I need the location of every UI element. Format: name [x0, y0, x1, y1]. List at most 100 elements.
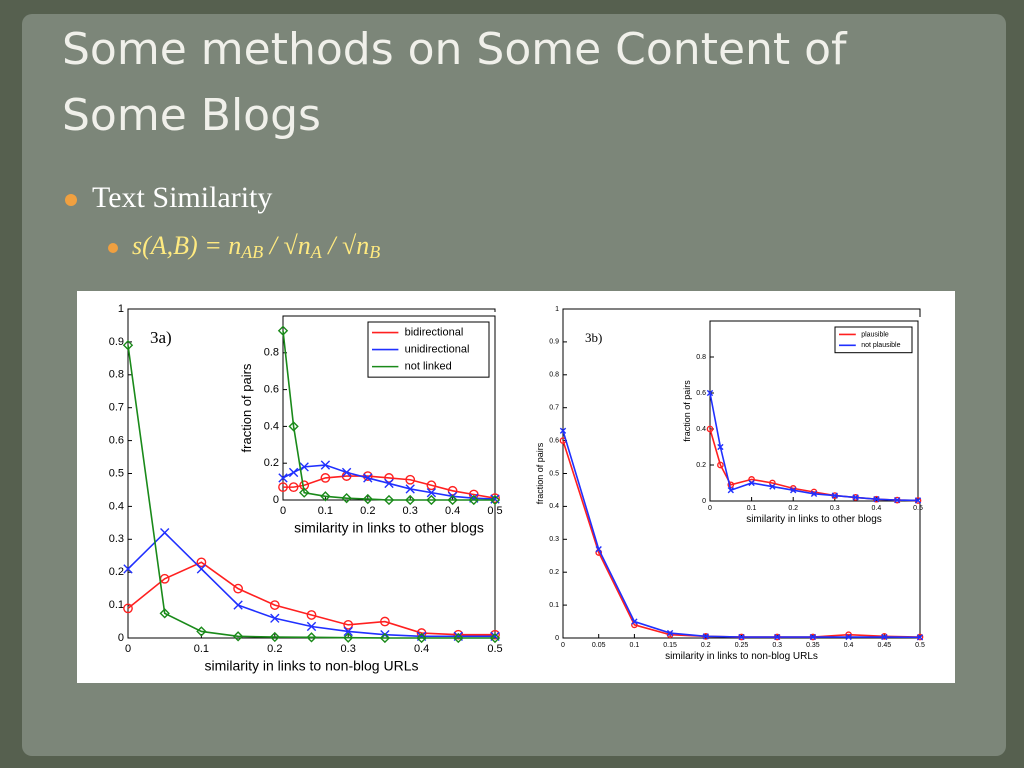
y-tick-label: 0.3 — [549, 536, 559, 543]
marker — [341, 492, 352, 504]
x-axis-label: similarity in links to non-blog URLs — [665, 651, 818, 662]
marker — [845, 633, 852, 641]
x-tick-label: 0.5 — [915, 642, 925, 649]
marker — [277, 325, 289, 336]
x-tick-label: 0.5 — [913, 505, 923, 512]
annotation: 3b) — [585, 330, 602, 345]
x-tick-label: 0.4 — [872, 505, 882, 512]
marker — [288, 467, 299, 478]
marker — [790, 487, 797, 494]
series-line — [127, 345, 495, 639]
marker — [447, 494, 458, 506]
y-tick-label: 0.6 — [549, 437, 559, 444]
marker — [379, 632, 391, 644]
marker — [269, 600, 280, 610]
title-line2: Some Blogs — [62, 90, 321, 141]
bullet — [108, 243, 118, 253]
x-axis-label: similarity in links to non-blog URLs — [205, 657, 419, 673]
marker — [666, 629, 674, 637]
marker — [306, 621, 317, 632]
x-tick-label: 0.25 — [735, 642, 749, 649]
marker — [288, 482, 299, 493]
marker — [706, 389, 714, 397]
x-tick-label: 0.5 — [487, 643, 502, 655]
marker — [873, 496, 880, 503]
y-tick-label: 0.2 — [264, 457, 279, 469]
y-tick-label: 0.5 — [549, 470, 559, 477]
x-tick-label: 0.1 — [747, 505, 757, 512]
y-tick-label: 1 — [555, 306, 559, 313]
marker — [363, 473, 373, 483]
x-tick-label: 0 — [125, 643, 131, 655]
marker — [831, 492, 838, 499]
marker — [269, 631, 280, 643]
marker — [490, 629, 500, 640]
x-axis-label: similarity in links to other blogs — [746, 514, 882, 525]
marker — [341, 467, 352, 478]
marker — [232, 631, 244, 642]
marker — [453, 632, 464, 644]
axes-frame — [709, 320, 919, 502]
y-tick-label: 0.1 — [549, 602, 559, 609]
marker — [426, 480, 437, 491]
formula-part: / √n — [263, 231, 311, 260]
x-tick-label: 0.2 — [701, 642, 711, 649]
y-tick-label: 0 — [555, 635, 559, 642]
marker — [320, 491, 331, 502]
marker — [299, 487, 310, 498]
marker — [306, 610, 317, 620]
marker — [405, 484, 415, 494]
x-tick-label: 0.2 — [360, 505, 375, 517]
marker — [717, 443, 724, 451]
y-tick-label: 0.9 — [549, 339, 559, 346]
x-tick-label: 0.35 — [806, 642, 820, 649]
series-line — [709, 392, 919, 502]
x-tick-label: 0.05 — [592, 642, 606, 649]
marker — [122, 340, 134, 351]
x-tick-label: 0.15 — [663, 642, 677, 649]
x-tick-label: 0.3 — [341, 643, 356, 655]
marker — [453, 629, 464, 640]
marker — [559, 427, 567, 434]
x-tick-label: 0 — [708, 505, 712, 512]
marker — [384, 473, 394, 483]
legend-label: bidirectional — [405, 326, 464, 338]
marker — [383, 494, 395, 506]
formula-part: / √n — [322, 231, 370, 260]
marker — [489, 494, 501, 506]
x-tick-label: 0.1 — [318, 505, 333, 517]
formula: s(A,B) = nAB / √nA / √nB — [132, 231, 380, 262]
marker — [916, 634, 924, 641]
x-tick-label: 0.45 — [877, 642, 891, 649]
x-tick-label: 0.1 — [194, 643, 209, 655]
title: Some methods on Some Content of — [62, 24, 848, 75]
y-tick-label: 0.4 — [109, 500, 124, 512]
series-line — [127, 561, 495, 636]
chart: 0 0.2 0.4 0.6 0.8 0 0.1 0.2 0.3 0.4 0.5similarity … — [239, 312, 503, 535]
marker — [299, 462, 309, 472]
x-tick-label: 0.3 — [772, 642, 782, 649]
legend-label: not plausible — [861, 342, 900, 349]
x-tick-label: 0.1 — [630, 642, 640, 649]
marker — [702, 633, 709, 640]
marker — [774, 633, 781, 641]
marker — [270, 613, 280, 623]
formula-sub: A — [310, 242, 323, 262]
y-tick-label: 0.8 — [109, 369, 124, 381]
x-tick-label: 0.3 — [830, 505, 840, 512]
marker — [278, 482, 288, 493]
y-tick-label: 0.4 — [696, 426, 706, 433]
marker — [278, 473, 288, 483]
marker — [320, 460, 331, 470]
marker — [196, 557, 207, 568]
marker — [196, 626, 207, 637]
x-tick-label: 0.2 — [788, 505, 798, 512]
marker — [738, 633, 745, 641]
marker — [748, 479, 755, 487]
marker — [343, 619, 354, 630]
y-tick-label: 0.2 — [696, 462, 706, 469]
marker — [595, 546, 602, 553]
y-axis-label: fraction of pairs — [682, 380, 692, 442]
bullet-text: Text Similarity — [92, 181, 272, 214]
